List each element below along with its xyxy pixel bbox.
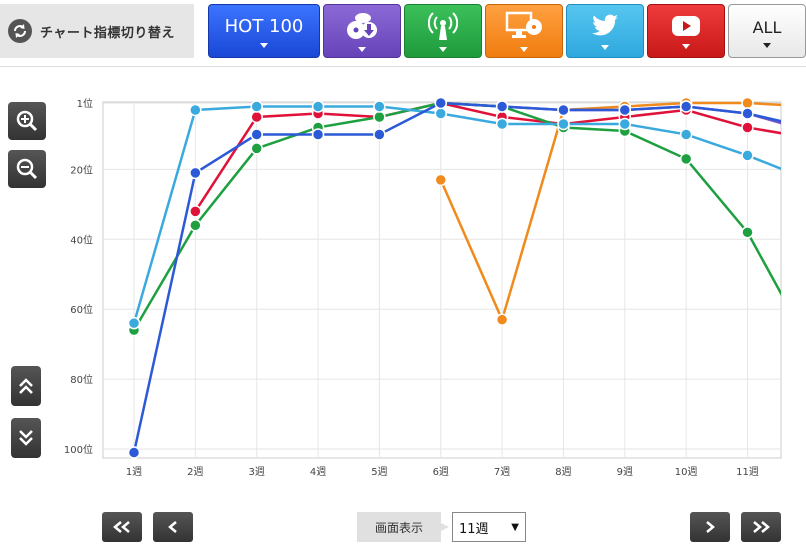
caret-down-icon [682,43,690,49]
x-tick-label: 10週 [675,466,698,478]
x-tick-label: 9週 [617,466,633,478]
data-point [189,205,202,218]
next-page-button[interactable] [690,512,730,542]
x-tick-label: 5週 [371,466,387,478]
tab-lookup[interactable] [485,4,563,58]
x-tick-label: 6週 [433,466,449,478]
tab-hot100-label: HOT 100 [224,16,304,37]
data-point [741,121,754,134]
series-line [132,105,781,324]
y-tick-label: 1位 [77,97,93,110]
data-point [127,316,141,330]
antenna-icon [428,11,458,40]
toolbar-divider [0,66,806,67]
data-point [373,110,386,124]
zoom-in-button[interactable] [8,102,46,140]
caret-down-icon [439,46,447,52]
data-point [618,117,632,131]
data-point [189,219,202,232]
data-point [311,100,325,113]
twitter-bird-icon [592,14,618,35]
tab-twitter[interactable] [566,4,644,58]
data-point [741,226,754,239]
display-range-label: 画面表示 [357,512,449,542]
data-point [679,152,693,166]
scroll-down-button[interactable] [11,418,41,458]
next-page-icon [706,521,715,533]
tab-all-label: ALL [752,18,782,37]
data-point [373,128,386,141]
tab-radio[interactable] [404,4,482,58]
data-point [434,173,447,187]
data-point [250,142,263,155]
data-point [311,128,325,141]
scroll-up-button[interactable] [11,366,41,406]
data-point [679,100,693,113]
first-page-button[interactable] [102,512,142,542]
y-tick-label: 60位 [70,303,93,316]
zoom-out-icon [16,158,38,180]
data-point [250,128,263,141]
week-range-value: 11週 [459,521,489,537]
week-range-select[interactable]: 11週 ▼ [452,512,526,542]
prev-page-icon [168,521,177,533]
last-page-button[interactable] [741,512,781,542]
youtube-play-icon [672,15,700,36]
data-point [557,103,570,117]
data-point [495,100,509,113]
x-tick-label: 11週 [736,466,759,478]
last-page-icon [753,521,770,533]
tab-sales[interactable] [323,4,401,58]
y-tick-label: 20位 [70,163,93,176]
y-tick-label: 40位 [70,233,93,246]
tab-youtube[interactable] [647,4,725,58]
rank-chart: 1位 20位 40位 60位 80位 100位 1週 2週 3週 4週 5週 6週 7週 8週 9週 10週 1… [64,96,782,478]
chart-switcher-text: チャート指標切り替え [40,25,175,41]
tab-hot100[interactable]: HOT 100 [208,4,320,58]
data-point [434,107,447,120]
x-tick-label: 4週 [310,466,326,478]
x-tick-label: 3週 [249,466,265,478]
tab-all[interactable]: ALL [728,4,806,58]
x-tick-label: 2週 [187,466,203,478]
caret-down-icon [601,44,609,50]
chart-type-toolbar: チャート指標切り替え HOT 100 [0,0,806,62]
chevron-down-icon: ▼ [511,522,519,533]
zoom-in-icon [16,110,38,132]
first-page-icon [113,521,130,533]
data-point [189,166,202,180]
cd-download-icon [347,12,377,39]
data-point [373,100,386,113]
zoom-out-button[interactable] [8,150,46,188]
data-point [741,96,754,110]
data-point [741,149,754,162]
data-point [618,103,632,117]
prev-page-button[interactable] [153,512,193,542]
data-point [250,100,263,113]
scroll-down-icon [19,430,33,446]
data-point [189,103,202,117]
data-point [495,117,509,131]
data-point [741,107,754,120]
caret-down-icon [763,43,771,48]
y-tick-label: 80位 [70,373,93,386]
x-tick-label: 8週 [555,466,571,478]
x-tick-label: 1週 [126,466,142,478]
caret-down-icon [358,46,366,52]
data-point [250,110,263,124]
data-point [495,313,509,326]
data-point [434,96,447,110]
scroll-up-icon [19,378,33,394]
series-line [132,101,781,453]
caret-down-icon [520,46,528,52]
data-point [679,128,693,141]
caret-down-icon [260,43,268,48]
x-tick-label: 7週 [494,466,510,478]
data-point [557,117,570,131]
chart-switcher-label: チャート指標切り替え [0,4,194,58]
pc-disc-icon [505,11,542,38]
y-tick-label: 100位 [64,443,93,456]
data-point [127,446,141,459]
refresh-icon [8,19,32,43]
